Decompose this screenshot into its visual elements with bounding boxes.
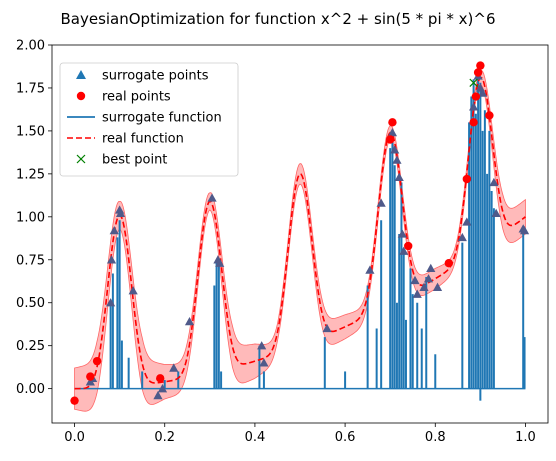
- surrogate-point: [469, 102, 479, 111]
- x-tick-label: 1.0: [515, 430, 536, 445]
- surrogate-point: [457, 232, 467, 242]
- surrogate-point: [432, 282, 443, 291]
- best-point: [469, 78, 478, 88]
- surrogate-function-line: [74, 70, 526, 401]
- surrogate-point: [392, 155, 402, 164]
- real-point: [476, 61, 485, 70]
- plot-frame: [51, 44, 549, 424]
- legend: surrogate points real points surrogate fun…: [59, 62, 239, 177]
- surrogate-point: [394, 172, 404, 181]
- x-tick-label: 0.8: [425, 430, 446, 445]
- surrogate-point: [259, 358, 269, 367]
- surrogate-point: [115, 208, 126, 218]
- y-tick-label: 1.75: [16, 81, 45, 96]
- real-point: [92, 356, 102, 366]
- surrogate-points: [85, 71, 530, 400]
- y-tick-label: 0.00: [16, 382, 45, 397]
- surrogate-point: [491, 208, 501, 218]
- x-tick-label: 0.4: [245, 430, 266, 445]
- x-tick-label: 0.2: [154, 430, 175, 445]
- x-axis: 0.0 0.2 0.4 0.6 0.8 1.0: [64, 423, 536, 445]
- surrogate-point: [478, 88, 488, 97]
- real-point: [156, 374, 165, 383]
- real-points: [70, 61, 494, 405]
- real-point: [473, 68, 483, 77]
- real-point: [444, 259, 453, 268]
- surrogate-point: [365, 265, 375, 274]
- real-point: [86, 372, 95, 381]
- legend-box: [59, 62, 239, 177]
- x-tick-label: 0.0: [64, 430, 85, 445]
- surrogate-point: [169, 363, 179, 372]
- legend-x-swatch: [76, 154, 86, 164]
- legend-triangle-swatch: [76, 70, 86, 79]
- surrogate-point: [153, 390, 163, 400]
- surrogate-point: [423, 274, 434, 283]
- real-point: [404, 241, 413, 251]
- surrogate-point: [489, 177, 499, 187]
- real-point: [388, 118, 397, 127]
- surrogate-point: [426, 263, 436, 273]
- surrogate-point: [207, 193, 217, 202]
- legend-label: real function: [102, 132, 184, 147]
- real-point: [471, 92, 481, 101]
- x-tick-label: 0.6: [335, 430, 356, 445]
- surrogate-point: [390, 145, 400, 154]
- surrogate-point: [519, 225, 530, 235]
- surrogate-point: [462, 217, 472, 226]
- surrogate-point: [109, 225, 119, 235]
- legend-label: surrogate function: [102, 111, 222, 126]
- surrogate-point: [257, 341, 267, 350]
- surrogate-point: [128, 286, 138, 295]
- y-tick-label: 2.00: [16, 39, 45, 54]
- surrogate-point: [157, 384, 168, 393]
- real-point: [485, 111, 494, 120]
- best-point-mark: [469, 78, 478, 88]
- surrogate-point: [106, 298, 116, 307]
- chart-title: BayesianOptimization for function x^2 + …: [60, 10, 495, 28]
- legend-label: best point: [102, 153, 167, 168]
- legend-label: surrogate points: [102, 69, 209, 84]
- surrogate-point: [322, 323, 332, 333]
- surrogate-point: [106, 255, 117, 264]
- y-tick-label: 1.25: [16, 167, 45, 182]
- y-tick-label: 1.00: [16, 210, 45, 225]
- real-point: [462, 174, 472, 184]
- y-tick-label: 0.75: [16, 253, 45, 268]
- surrogate-point: [419, 282, 429, 291]
- surrogate-point: [376, 198, 386, 207]
- y-tick-label: 0.25: [16, 339, 45, 354]
- legend-circle-swatch: [76, 91, 86, 101]
- surrogate-point: [184, 317, 195, 326]
- y-axis: 0.00 0.25 0.50 0.75 1.00 1.25 1.50 1.75 2.00: [16, 39, 52, 397]
- real-point: [385, 135, 395, 144]
- surrogate-point: [412, 289, 422, 298]
- surrogate-point: [387, 128, 398, 137]
- y-tick-label: 1.50: [16, 124, 45, 139]
- surrogate-point: [215, 258, 225, 267]
- y-tick-label: 0.50: [16, 296, 45, 311]
- surrogate-point: [399, 246, 409, 255]
- surrogate-point: [410, 275, 420, 285]
- legend-label: real points: [102, 90, 171, 105]
- real-point: [469, 118, 478, 127]
- surrogate-point: [397, 229, 407, 238]
- real-point: [70, 396, 79, 405]
